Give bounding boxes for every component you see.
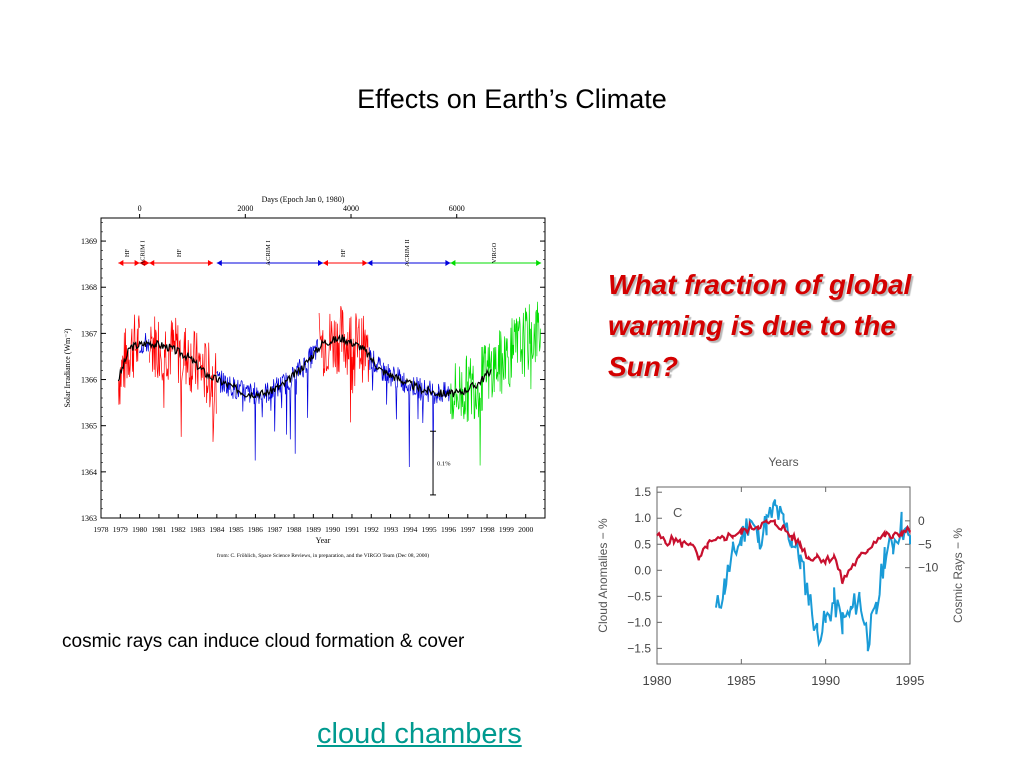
slide-title: Effects on Earth’s Climate — [357, 84, 667, 114]
cloud-chambers-link[interactable]: cloud chambers — [317, 718, 522, 750]
y-tick-label: 1367 — [81, 329, 97, 338]
y-tick-label: −1.0 — [627, 615, 651, 629]
x-tick-label: 1996 — [441, 525, 456, 534]
series-line-virgo — [450, 301, 542, 466]
y-tick-label: 1366 — [81, 376, 97, 385]
x-tick-label: 1984 — [209, 525, 224, 534]
series-line-hf — [118, 314, 140, 405]
y-tick-label: 1364 — [81, 468, 97, 477]
top-axis-label: Years — [768, 455, 798, 469]
instrument-arrow-left — [118, 260, 124, 266]
x-tick-label: 1994 — [402, 525, 417, 534]
instrument-arrow-right — [362, 260, 368, 266]
panel-label: C — [673, 505, 682, 520]
instrument-arrow-right — [318, 260, 323, 266]
instrument-arrow-left — [367, 260, 373, 266]
instrument-label: ACRIM I — [139, 240, 146, 265]
instrument-arrow-right — [445, 260, 451, 266]
x-tick-label: 1999 — [499, 525, 514, 534]
x-tick-label: 1986 — [248, 525, 263, 534]
instrument-arrow-left — [149, 260, 155, 266]
scale-bar-label: 0.1% — [437, 461, 451, 468]
y-tick-label: 0.0 — [634, 563, 651, 577]
y-tick-label: 1363 — [81, 514, 97, 523]
y2-tick-label: −10 — [918, 561, 939, 575]
top-tick-label: 2000 — [237, 204, 253, 213]
instrument-arrow-left — [216, 260, 222, 266]
x-tick-label: 1990 — [325, 525, 340, 534]
y-tick-label: 1369 — [81, 237, 97, 246]
instrument-label: HF — [176, 248, 183, 257]
instrument-label: ACRIM II — [404, 239, 411, 266]
y-tick-label: 0.5 — [634, 537, 651, 551]
series-line-hf — [148, 316, 217, 442]
y-tick-label: −1.5 — [627, 641, 651, 655]
instrument-arrow-left — [139, 260, 145, 266]
top-tick-label: 4000 — [343, 204, 359, 213]
x-tick-label: 2000 — [518, 525, 533, 534]
y2-tick-label: 0 — [918, 514, 925, 528]
x-tick-label: 1978 — [94, 525, 109, 534]
x-tick-label: 1980 — [132, 525, 147, 534]
y-tick-label: 1.5 — [634, 485, 651, 499]
plot-frame — [100, 217, 546, 519]
y2-tick-label: −5 — [918, 537, 932, 551]
x-tick-label: 1989 — [306, 525, 321, 534]
instrument-arrow-left — [450, 260, 456, 266]
x-tick-label: 1987 — [267, 525, 282, 534]
x-tick-label: 1995 — [896, 673, 925, 688]
instrument-label: HF — [124, 248, 131, 257]
instrument-arrow-right — [134, 260, 140, 266]
smoothed-line — [117, 334, 492, 400]
y-tick-label: 1.0 — [634, 511, 651, 525]
plot-frame — [656, 486, 911, 665]
top-tick-label: 6000 — [449, 204, 465, 213]
y2-axis-label: Cosmic Rays − % — [951, 528, 965, 623]
y-tick-label: 1368 — [81, 283, 97, 292]
x-tick-label: 1993 — [383, 525, 398, 534]
x-tick-label: 1995 — [422, 525, 437, 534]
y-axis-label: Solar Irradiance (Wm⁻²) — [63, 328, 72, 407]
instrument-arrow-right — [207, 260, 213, 266]
x-tick-label: 1981 — [151, 525, 166, 534]
instrument-arrow-right — [536, 260, 542, 266]
question-text: What fraction of global warming is due t… — [608, 269, 912, 382]
x-tick-label: 1982 — [171, 525, 186, 534]
y-tick-label: 1365 — [81, 422, 97, 431]
x-tick-label: 1985 — [727, 673, 756, 688]
cosmic-rays-line — [656, 518, 912, 585]
footnote: from: C. Fröhlich, Space Science Reviews… — [217, 552, 429, 559]
top-tick-label: 0 — [138, 204, 142, 213]
series-line-acrim — [368, 347, 451, 475]
instrument-arrow-right — [144, 260, 150, 266]
instrument-arrow-left — [323, 260, 328, 266]
instrument-label: HF — [340, 248, 347, 257]
x-axis-label: Year — [316, 536, 331, 545]
cloud-cosmic-rays-chart: Years C 1980 1985 1990 1995 1.5 1.0 0.5 0.0 −0.5 −1… — [596, 455, 965, 688]
instrument-label: VIRGO — [491, 242, 498, 263]
x-tick-label: 1979 — [113, 525, 128, 534]
caption-text: cosmic rays can induce cloud formation &… — [62, 631, 465, 652]
instrument-label: ACRIM I — [265, 240, 272, 265]
x-tick-label: 1990 — [811, 673, 840, 688]
y-tick-label: −0.5 — [627, 589, 651, 603]
x-tick-label: 1985 — [229, 525, 244, 534]
series-line-acrim — [216, 339, 320, 461]
y-axis-label: Cloud Anomalies − % — [596, 518, 610, 633]
series-line-hf — [318, 306, 370, 423]
x-tick-label: 1988 — [287, 525, 302, 534]
x-tick-label: 1983 — [190, 525, 205, 534]
top-axis-label: Days (Epoch Jan 0, 1980) — [262, 195, 345, 204]
x-tick-label: 1997 — [460, 525, 475, 534]
x-tick-label: 1992 — [364, 525, 379, 534]
solar-irradiance-chart: 0 2000 4000 6000 Days (Epoch Jan 0, 1980) 136… — [63, 195, 546, 559]
x-tick-label: 1980 — [643, 673, 672, 688]
x-tick-label: 1991 — [344, 525, 359, 534]
cloud-anomalies-line — [715, 499, 911, 652]
x-tick-label: 1998 — [480, 525, 495, 534]
